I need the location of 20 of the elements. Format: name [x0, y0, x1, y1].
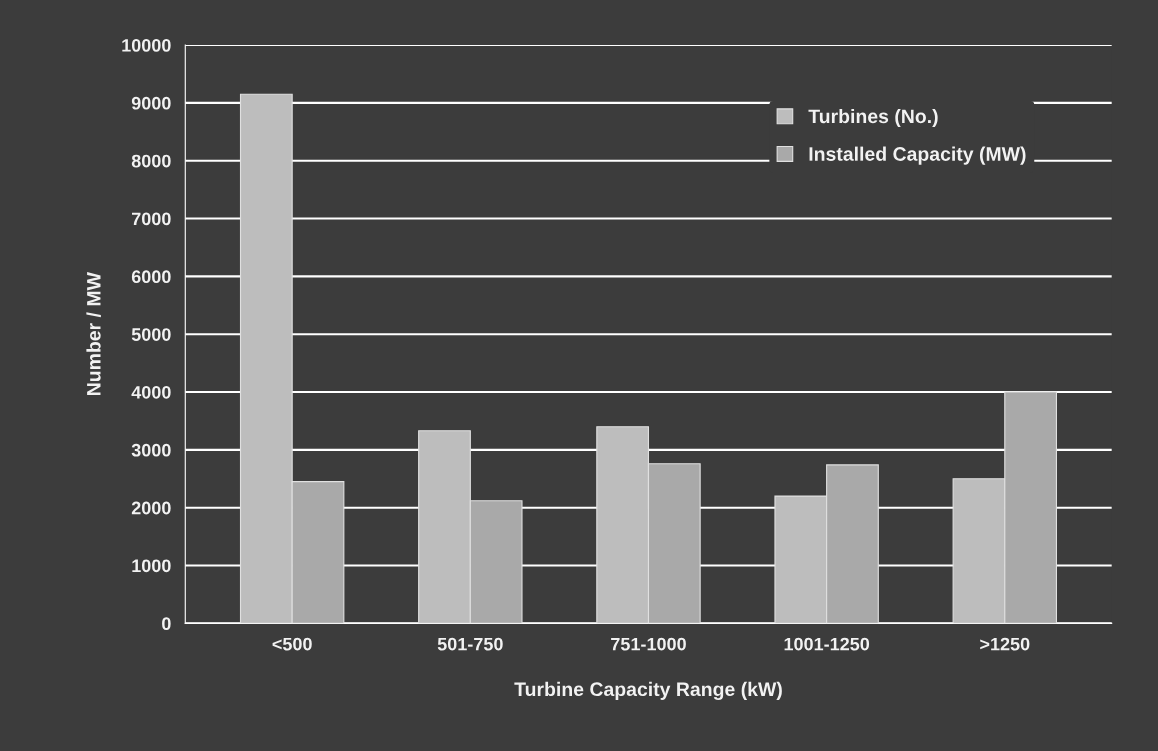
x-tick-label: 751-1000 [611, 637, 686, 651]
x-tick-label: >1250 [980, 637, 1030, 651]
y-tick-label: 2000 [131, 501, 171, 515]
x-tick-label: 1001-1250 [784, 637, 870, 651]
x-axis-title: Turbine Capacity Range (kW) [514, 681, 782, 701]
y-tick-label: 9000 [131, 96, 171, 110]
y-tick-label: 1000 [132, 559, 171, 573]
x-tick-label: 501-750 [437, 637, 503, 651]
y-tick-label: 8000 [131, 154, 171, 168]
y-tick-label: 6000 [131, 270, 171, 284]
y-tick-label: 0 [162, 617, 171, 631]
legend-label: Turbines (No.) [808, 108, 938, 128]
y-tick-label: 10000 [122, 38, 171, 52]
y-tick-label: 4000 [131, 385, 171, 399]
y-tick-label: 3000 [131, 443, 171, 457]
legend-label: Installed Capacity (MW) [809, 146, 1026, 165]
y-tick-label: 5000 [131, 328, 171, 341]
x-tick-label: <500 [272, 637, 312, 651]
y-tick-label: 7000 [132, 212, 171, 226]
y-axis-title: Number / MW [86, 272, 101, 396]
